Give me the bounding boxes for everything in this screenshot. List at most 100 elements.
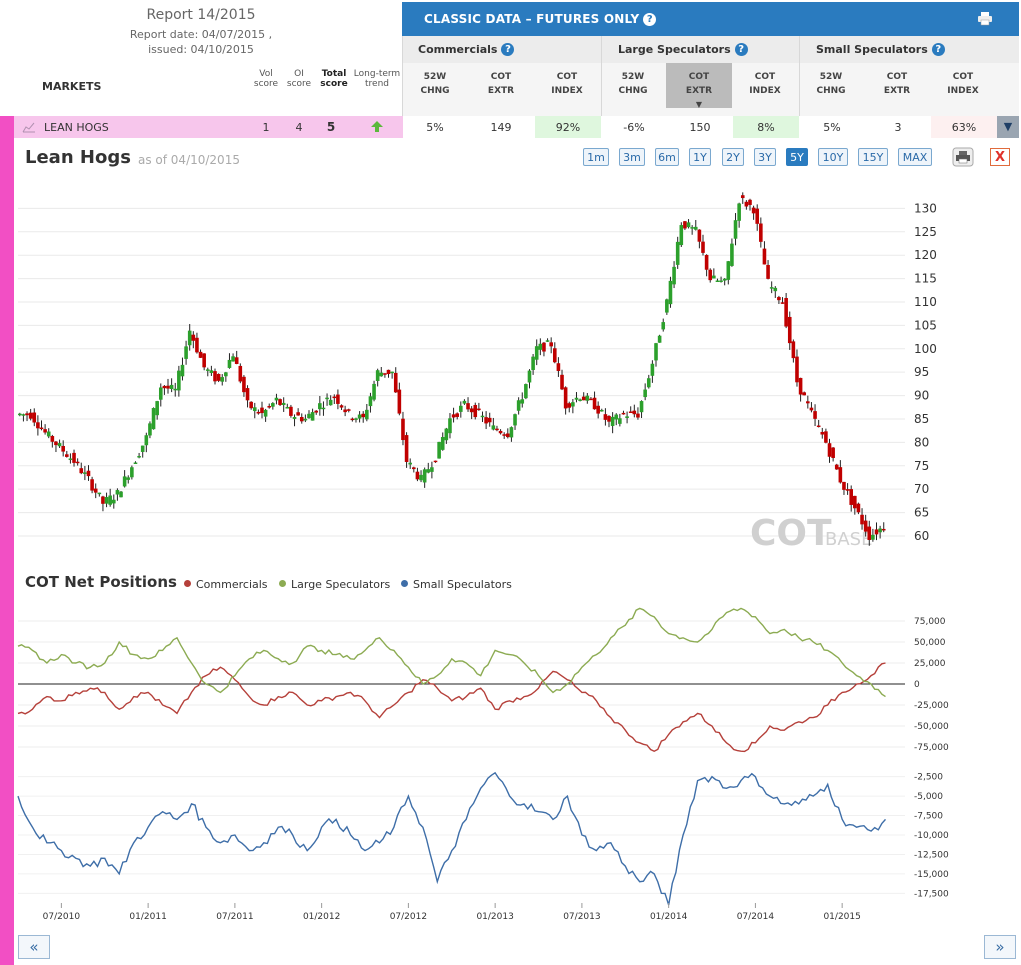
range-5y-button[interactable]: 5Y — [786, 148, 808, 166]
help-icon[interactable]: ? — [734, 43, 748, 56]
candle — [491, 425, 496, 430]
candle — [126, 477, 131, 480]
cell-large-extr: 150 — [689, 121, 711, 134]
printer-icon[interactable] — [977, 11, 993, 26]
y-tick-label: 120 — [914, 248, 937, 262]
candle — [289, 406, 293, 416]
range-1y-button[interactable]: 1Y — [689, 148, 711, 166]
candle — [806, 401, 810, 404]
col-header-cot-index[interactable]: COT INDEX — [749, 72, 781, 96]
nav-next-button[interactable]: » — [984, 935, 1016, 959]
net-axis: 75,000 50,000 25,000 0 -25,000 -50,000 -75,000 — [914, 617, 949, 753]
header-title: CLASSIC DATA – FUTURES ONLY? — [424, 12, 657, 26]
help-icon[interactable]: ? — [501, 43, 515, 56]
candle — [57, 443, 62, 447]
range-3y-button[interactable]: 3Y — [754, 148, 776, 166]
help-icon[interactable]: ? — [643, 13, 657, 26]
candle — [466, 403, 470, 410]
candle — [274, 397, 279, 401]
range-1m-button[interactable]: 1m — [583, 148, 609, 166]
candle — [43, 429, 47, 433]
market-name[interactable]: LEAN HOGS — [44, 121, 109, 134]
range-10y-button[interactable]: 10Y — [818, 148, 848, 166]
candle — [838, 467, 843, 483]
candle — [527, 370, 532, 383]
range-3m-button[interactable]: 3m — [619, 148, 645, 166]
candle — [487, 417, 492, 423]
chevron-down-icon: ▼ — [1003, 120, 1013, 133]
candle — [621, 412, 626, 415]
col-header-52w-chng[interactable]: 52W CHNG — [420, 72, 450, 96]
group-header-row: Commercials? Large Speculators? Small Sp… — [402, 36, 1019, 63]
y-tick-label: 25,000 — [914, 659, 946, 669]
candle — [393, 372, 398, 393]
candle — [227, 359, 232, 368]
candle — [93, 488, 98, 493]
candle — [484, 417, 488, 424]
candle — [328, 399, 333, 406]
legend-large-speculators[interactable]: Large Speculators — [279, 578, 390, 591]
candle — [422, 469, 427, 483]
col-header-cot-extr-selected[interactable]: COT EXTR ▼ — [666, 63, 732, 109]
candle — [495, 428, 499, 431]
candle — [25, 413, 29, 416]
nav-prev-button[interactable]: « — [18, 935, 50, 959]
candle — [122, 476, 127, 487]
candle — [863, 520, 868, 532]
candle — [444, 428, 449, 441]
candle — [712, 275, 716, 279]
candle — [845, 489, 850, 491]
y-tick-label: -25,000 — [914, 701, 949, 711]
legend-small-speculators[interactable]: Small Speculators — [401, 578, 512, 591]
candle — [437, 441, 441, 459]
candle — [534, 346, 539, 360]
range-max-button[interactable]: MAX — [898, 148, 932, 166]
candle — [520, 399, 525, 404]
candle — [397, 389, 402, 414]
y-tick-label: 75 — [914, 459, 929, 473]
candle — [36, 422, 40, 429]
market-row[interactable] — [14, 116, 403, 138]
candle — [310, 412, 315, 421]
candle — [357, 414, 362, 419]
series-line — [17, 662, 886, 753]
col-header-52w-chng[interactable]: 52W CHNG — [816, 72, 846, 96]
candle — [795, 356, 799, 383]
candle — [798, 377, 803, 395]
candle — [408, 462, 413, 465]
col-header-cot-index[interactable]: COT INDEX — [551, 72, 583, 96]
y-tick-label: 65 — [914, 506, 929, 520]
close-chart-button[interactable]: X — [990, 148, 1010, 166]
small-speculator-line — [17, 771, 887, 906]
candle — [730, 243, 734, 266]
col-header-cot-extr[interactable]: COT EXTR — [883, 72, 911, 96]
cell-comm-index: 92% — [555, 121, 581, 134]
net-positions-title: COT Net Positions — [25, 573, 177, 591]
chart-print-icon[interactable] — [952, 147, 974, 167]
candle — [224, 372, 228, 377]
expand-row-button[interactable]: ▼ — [997, 116, 1019, 138]
cell-comm-extr: 149 — [490, 121, 512, 134]
range-6m-button[interactable]: 6m — [655, 148, 679, 166]
candle — [119, 491, 123, 498]
legend-commercials[interactable]: Commercials — [184, 578, 268, 591]
range-2y-button[interactable]: 2Y — [722, 148, 744, 166]
help-icon[interactable]: ? — [931, 43, 945, 56]
candle — [737, 203, 741, 221]
candle — [618, 418, 622, 424]
candle — [560, 374, 564, 390]
column-header-row: 52W CHNG COT EXTR COT INDEX 52W CHNG COT EXTR… — [402, 63, 1019, 116]
candle — [238, 365, 243, 382]
col-header-cot-extr[interactable]: COT EXTR — [487, 72, 515, 96]
x-tick-label: 01/2015 — [823, 912, 860, 922]
price-candles — [18, 192, 886, 546]
small-axis: -2,500 -5,000 -7,500 -10,000 -12,500 -15,000 -… — [914, 773, 949, 900]
candle — [766, 264, 770, 279]
candle — [412, 467, 416, 470]
chart-title: Lean Hogs — [25, 147, 131, 168]
col-header-52w-chng[interactable]: 52W CHNG — [618, 72, 648, 96]
range-15y-button[interactable]: 15Y — [858, 148, 888, 166]
col-header-cot-index[interactable]: COT INDEX — [947, 72, 979, 96]
candle — [299, 417, 304, 422]
candle — [75, 461, 80, 464]
